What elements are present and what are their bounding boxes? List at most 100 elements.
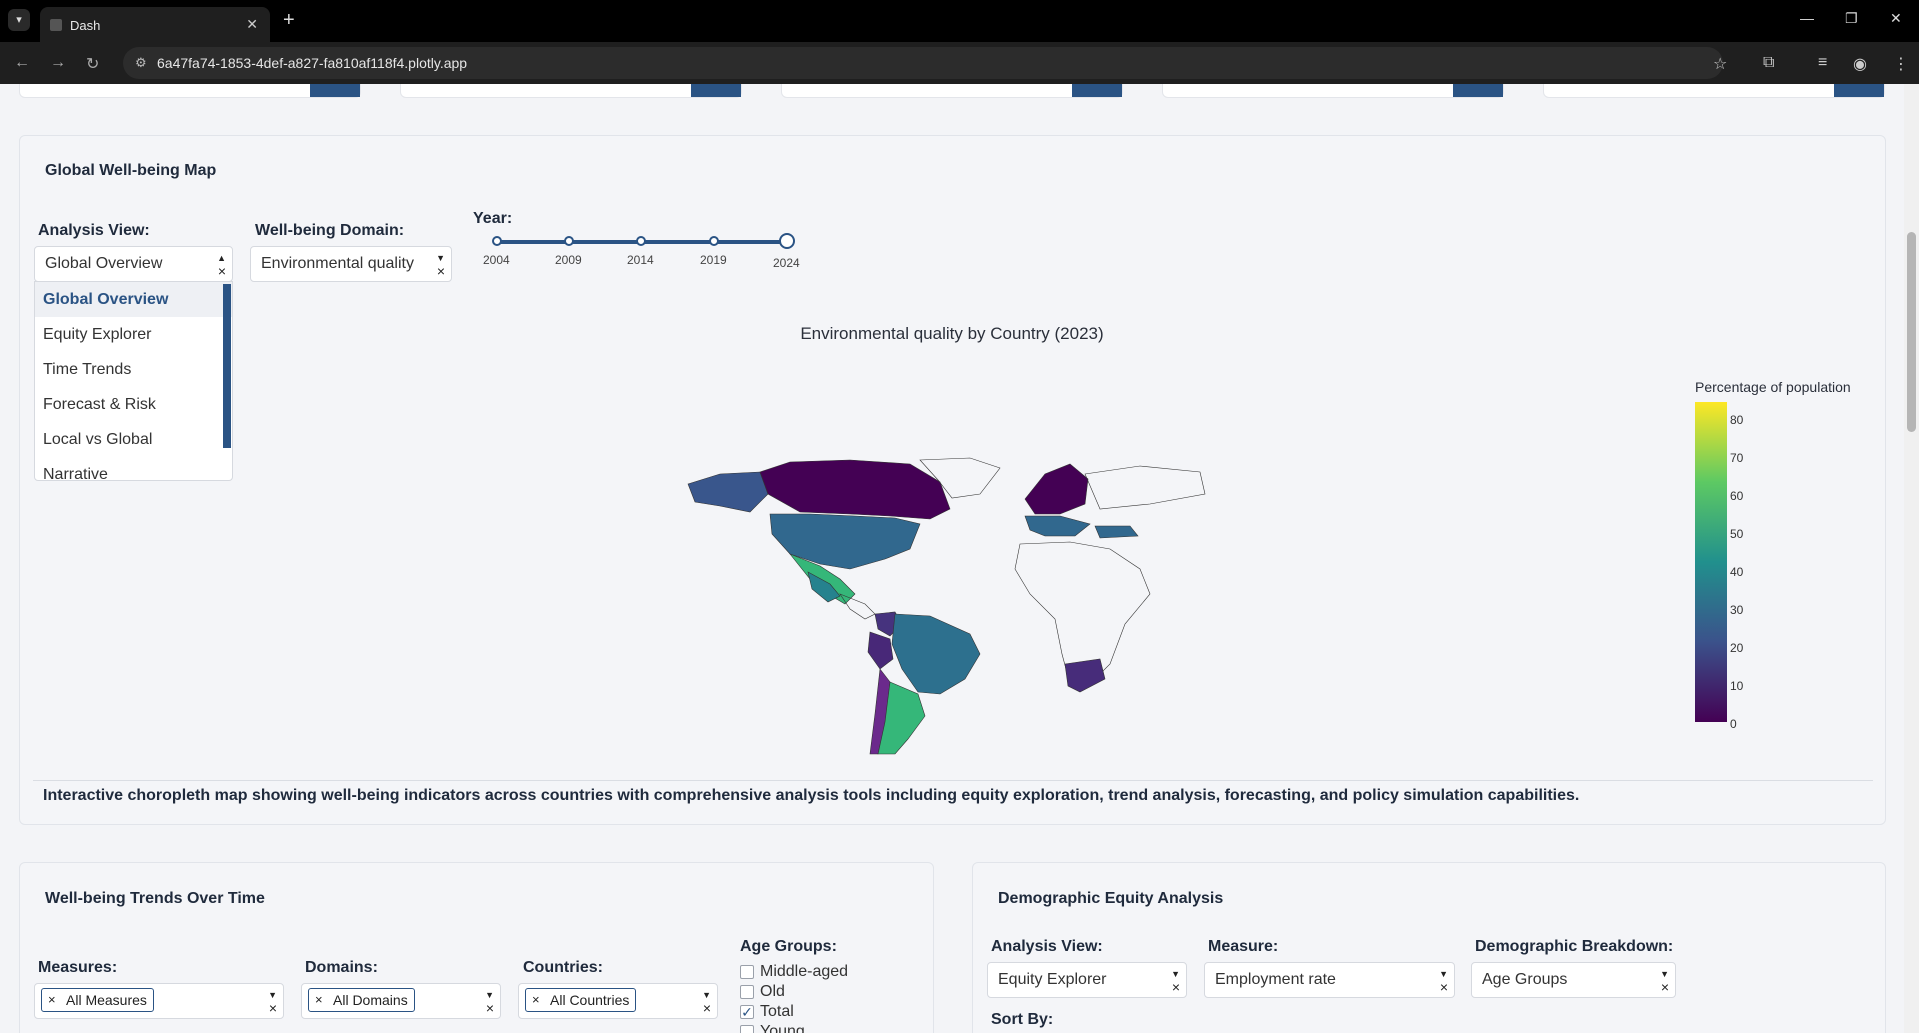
forward-icon[interactable]: →: [50, 54, 66, 71]
colorbar-tick-label: 40: [1730, 565, 1744, 579]
analysis-view-label: Analysis View:: [38, 222, 150, 239]
domains-multiselect[interactable]: × All Domains ▼ ×: [301, 983, 501, 1019]
remove-chip-icon[interactable]: ×: [532, 992, 540, 1007]
measure-value: Employment rate: [1215, 971, 1336, 988]
turkey-region: [1094, 525, 1139, 539]
colorbar-title: Percentage of population: [1695, 379, 1851, 395]
restore-icon[interactable]: ❐: [1845, 10, 1858, 26]
domains-label: Domains:: [305, 959, 378, 976]
url-text: 6a47fa74-1853-4def-a827-fa810af118f4.plo…: [157, 55, 468, 71]
year-slider-handle[interactable]: [779, 233, 795, 249]
checkbox-young[interactable]: [740, 1025, 754, 1033]
chart-title: Environmental quality by Country (2023): [800, 324, 1104, 343]
brazil-region: [891, 613, 981, 695]
year-tick[interactable]: [709, 236, 719, 246]
browser-tabstrip: ▾ Dash ✕ + — ❐ ✕: [0, 0, 1919, 42]
colorbar-tick-label: 20: [1730, 641, 1744, 655]
checkbox-middle-aged[interactable]: [740, 965, 754, 979]
measures-multiselect[interactable]: × All Measures ▼ ×: [34, 983, 284, 1019]
clear-icon[interactable]: ×: [436, 263, 445, 279]
usa-region: [769, 513, 921, 570]
domains-chip[interactable]: × All Domains: [308, 988, 415, 1012]
close-window-icon[interactable]: ✕: [1890, 10, 1902, 26]
checkbox-label: Total: [760, 1003, 794, 1020]
year-mark-label: 2004: [483, 253, 510, 267]
clear-icon[interactable]: ×: [1171, 979, 1180, 995]
year-tick[interactable]: [636, 236, 646, 246]
more-menu-icon[interactable]: ⋮: [1893, 56, 1909, 73]
new-tab-icon[interactable]: +: [283, 9, 295, 31]
peru-region: [867, 631, 894, 670]
alaska-region: [687, 471, 769, 513]
close-tab-icon[interactable]: ✕: [246, 16, 258, 32]
tab-title: Dash: [70, 18, 101, 33]
checkbox-old[interactable]: [740, 985, 754, 999]
tab-search-icon[interactable]: ▾: [8, 9, 30, 31]
europe-north-region: [1024, 463, 1089, 515]
checkbox-label: Young: [760, 1023, 805, 1033]
russia-region: [1084, 465, 1206, 510]
checkbox-label: Middle-aged: [760, 963, 849, 980]
checkbox-total-checked[interactable]: ✓: [740, 1004, 754, 1020]
dash-page: Global Well-being Map Analysis View: Glo…: [0, 84, 1904, 1033]
clear-icon[interactable]: ×: [1439, 979, 1448, 995]
clear-icon[interactable]: ×: [217, 263, 226, 279]
minimize-icon[interactable]: —: [1800, 10, 1814, 26]
option-forecast-risk[interactable]: Forecast & Risk: [43, 396, 156, 413]
extensions-icon[interactable]: ⧉: [1763, 54, 1775, 71]
countries-chip[interactable]: × All Countries: [525, 988, 637, 1012]
media-icon[interactable]: ≡: [1818, 54, 1828, 71]
equity-view-dropdown[interactable]: Equity Explorer ▼ ×: [987, 962, 1187, 998]
site-info-icon[interactable]: ⚙: [135, 55, 147, 70]
profile-icon[interactable]: ◉: [1853, 56, 1867, 73]
clear-icon[interactable]: ×: [268, 1000, 277, 1016]
url-field[interactable]: ⚙ 6a47fa74-1853-4def-a827-fa810af118f4.p…: [123, 47, 1723, 79]
menu-scrollbar[interactable]: [223, 284, 231, 448]
measures-label: Measures:: [38, 959, 118, 976]
chevron-up-icon: ▲: [217, 253, 226, 263]
equity-card-title: Demographic Equity Analysis: [998, 890, 1224, 907]
back-icon[interactable]: ←: [14, 54, 30, 71]
clear-icon[interactable]: ×: [702, 1000, 711, 1016]
remove-chip-icon[interactable]: ×: [48, 992, 56, 1007]
option-local-vs-global[interactable]: Local vs Global: [43, 431, 153, 448]
year-tick[interactable]: [564, 236, 574, 246]
page-scrollbar[interactable]: [1904, 84, 1919, 1033]
clear-icon[interactable]: ×: [485, 1000, 494, 1016]
bookmark-star-icon[interactable]: ☆: [1713, 56, 1728, 73]
remove-chip-icon[interactable]: ×: [315, 992, 323, 1007]
option-equity-explorer[interactable]: Equity Explorer: [43, 326, 152, 343]
analysis-view-menu[interactable]: Global Overview Equity Explorer Time Tre…: [34, 281, 233, 481]
option-global-overview[interactable]: Global Overview: [35, 282, 232, 317]
clear-icon[interactable]: ×: [1660, 979, 1669, 995]
measure-dropdown[interactable]: Employment rate ▼ ×: [1204, 962, 1455, 998]
countries-label: Countries:: [523, 959, 603, 976]
age-groups-label: Age Groups:: [740, 938, 837, 955]
year-label: Year:: [473, 210, 513, 227]
domain-label: Well-being Domain:: [255, 222, 405, 239]
year-tick[interactable]: [492, 236, 502, 246]
countries-multiselect[interactable]: × All Countries ▼ ×: [518, 983, 718, 1019]
chevron-down-icon: ▼: [1171, 969, 1180, 979]
browser-tab[interactable]: Dash ✕: [40, 7, 270, 42]
equity-card: [972, 862, 1886, 1033]
scrollbar-thumb[interactable]: [1907, 232, 1916, 432]
option-narrative[interactable]: Narrative: [43, 466, 108, 481]
favicon-icon: [50, 19, 62, 31]
equity-view-value: Equity Explorer: [998, 971, 1107, 988]
south-africa-region: [1064, 658, 1106, 693]
colorbar-tick-label: 80: [1730, 413, 1744, 427]
colorbar-tick-label: 10: [1730, 679, 1744, 693]
analysis-view-dropdown[interactable]: Global Overview ▲ ×: [34, 246, 233, 282]
map-description: Interactive choropleth map showing well-…: [43, 787, 1580, 804]
reload-icon[interactable]: ↻: [86, 56, 100, 73]
breakdown-dropdown[interactable]: Age Groups ▼ ×: [1471, 962, 1676, 998]
measures-chip[interactable]: × All Measures: [41, 988, 154, 1012]
greenland-region: [919, 457, 1001, 499]
partial-control: [1162, 84, 1504, 98]
trends-card-title: Well-being Trends Over Time: [45, 890, 265, 907]
domain-dropdown[interactable]: Environmental quality ▼ ×: [250, 246, 452, 282]
divider: [33, 780, 1873, 781]
option-time-trends[interactable]: Time Trends: [43, 361, 132, 378]
choropleth-map[interactable]: [680, 454, 1220, 814]
